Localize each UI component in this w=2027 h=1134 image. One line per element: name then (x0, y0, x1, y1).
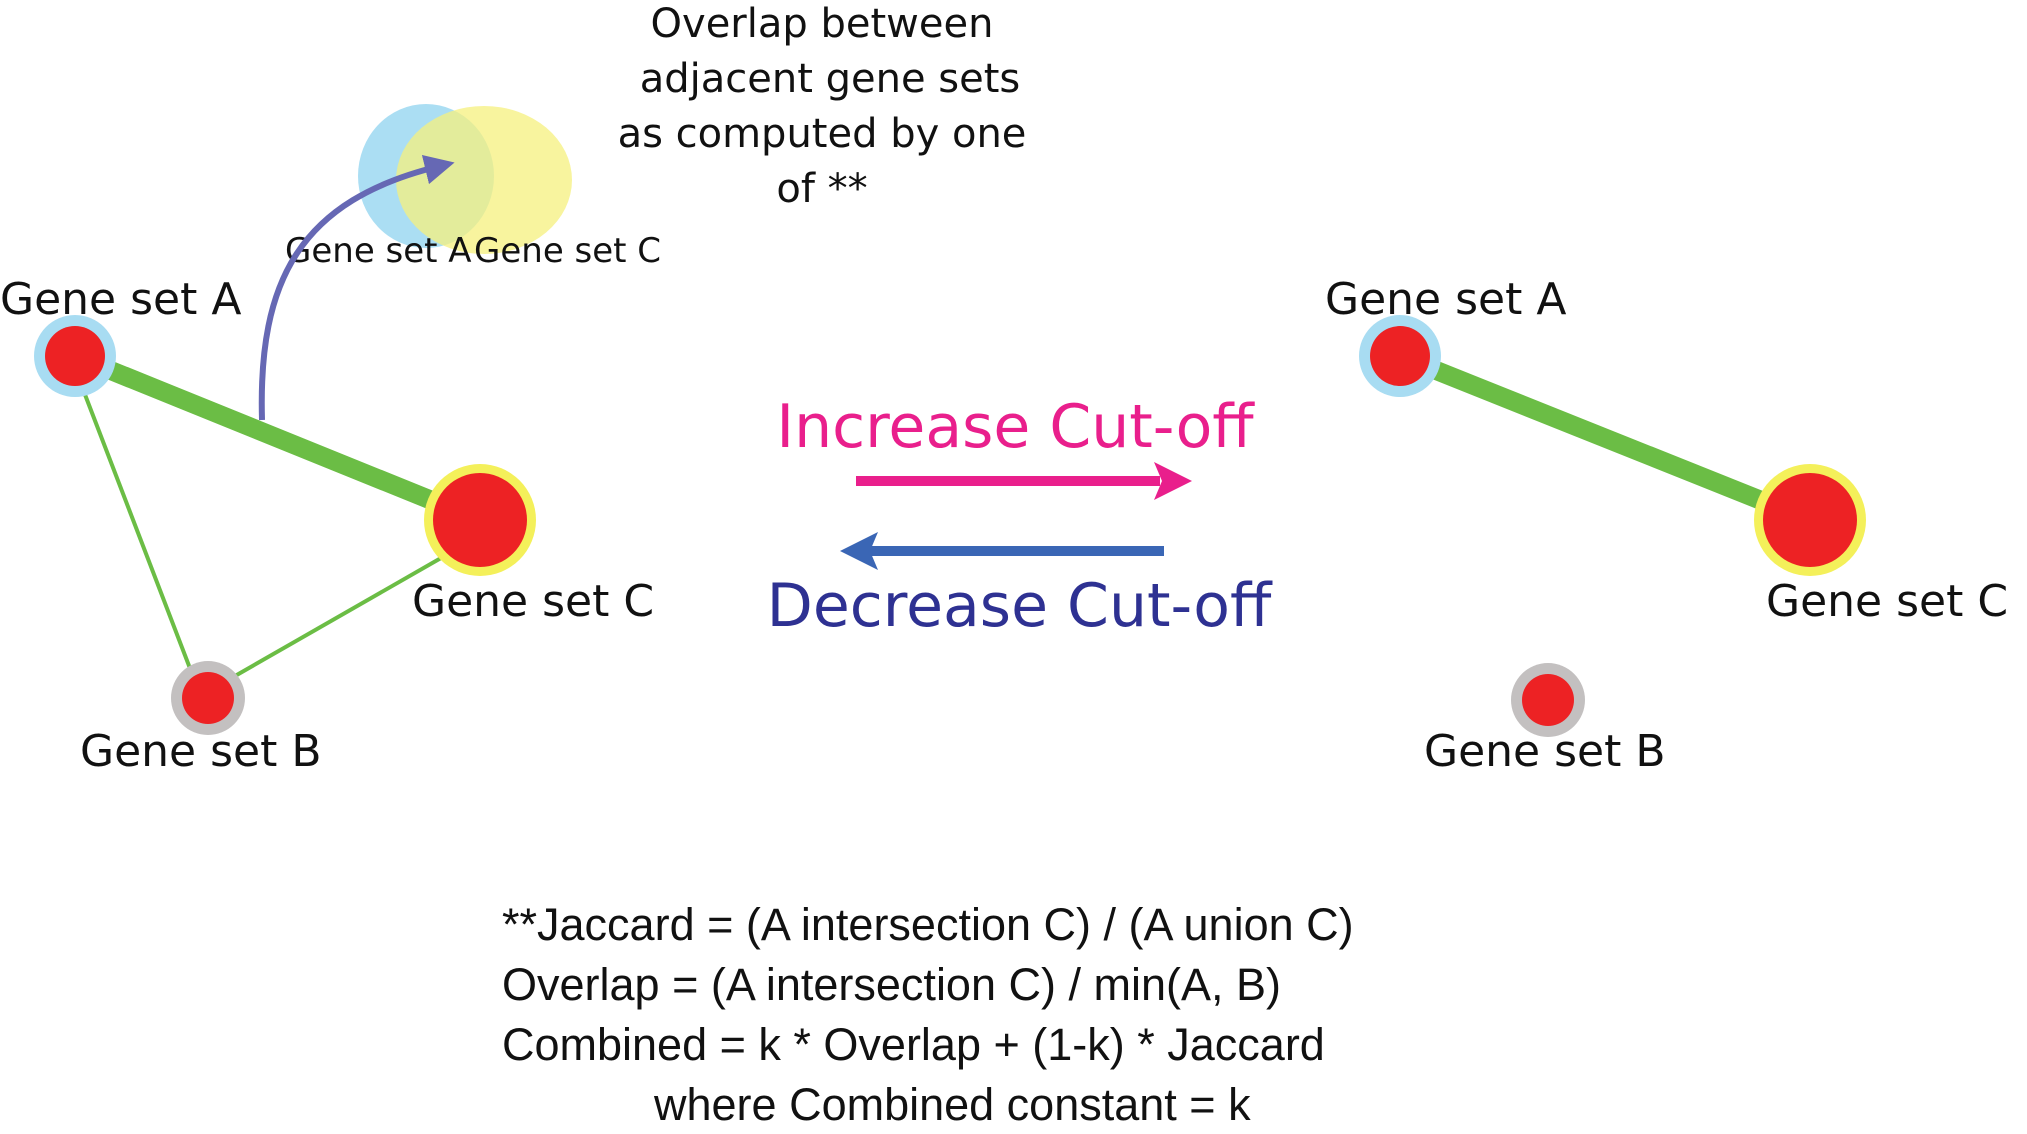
curved-arrow (258, 154, 455, 421)
node-gene-set-c-left (433, 473, 527, 567)
node-gene-set-b-left (182, 672, 234, 724)
venn-label-c: Gene set C (474, 231, 661, 271)
node-gene-set-b-right (1522, 674, 1574, 726)
overlap-note-line-4: of ** (776, 166, 867, 212)
overlap-note-line-3: as computed by one (618, 111, 1027, 157)
venn-label-a: Gene set A (285, 231, 472, 271)
formula-jaccard: **Jaccard = (A intersection C) / (A unio… (502, 899, 1354, 950)
cutoff-controls: Increase Cut-off Decrease Cut-off (767, 392, 1273, 641)
formula-combined: Combined = k * Overlap + (1-k) * Jaccard (502, 1019, 1325, 1070)
node-gene-set-c-right (1763, 473, 1857, 567)
overlap-note-line-2: adjacent gene sets (640, 56, 1021, 102)
decrease-arrow-head (840, 532, 878, 570)
label-gene-set-a-left: Gene set A (0, 274, 241, 325)
edge-b-c-left (227, 552, 449, 682)
label-gene-set-b-left: Gene set B (80, 726, 322, 777)
formula-block: **Jaccard = (A intersection C) / (A unio… (502, 899, 1354, 1130)
node-gene-set-a-left (45, 326, 105, 386)
label-gene-set-c-left: Gene set C (412, 576, 654, 627)
overlap-note-line-1: Overlap between (651, 1, 994, 47)
right-network: Gene set A Gene set B Gene set C (1325, 274, 2008, 777)
label-gene-set-a-right: Gene set A (1325, 274, 1566, 325)
node-gene-set-a-right (1370, 326, 1430, 386)
edge-a-b-left (82, 391, 198, 685)
increase-arrow-head (1154, 462, 1192, 500)
formula-overlap: Overlap = (A intersection C) / min(A, B) (502, 959, 1281, 1010)
label-gene-set-b-right: Gene set B (1424, 726, 1666, 777)
label-gene-set-c-right: Gene set C (1766, 576, 2008, 627)
formula-constant: where Combined constant = k (653, 1079, 1251, 1130)
increase-cutoff-label: Increase Cut-off (776, 392, 1255, 462)
venn-diagram: Gene set A Gene set C (285, 104, 661, 271)
overlap-note: Overlap between adjacent gene sets as co… (618, 1, 1027, 212)
edge-a-c-left (71, 347, 484, 529)
edge-a-c-right (1396, 347, 1814, 529)
decrease-cutoff-label: Decrease Cut-off (767, 571, 1273, 641)
venn-circle-c (396, 106, 572, 254)
left-network: Gene set A Gene set B Gene set C (0, 274, 654, 777)
